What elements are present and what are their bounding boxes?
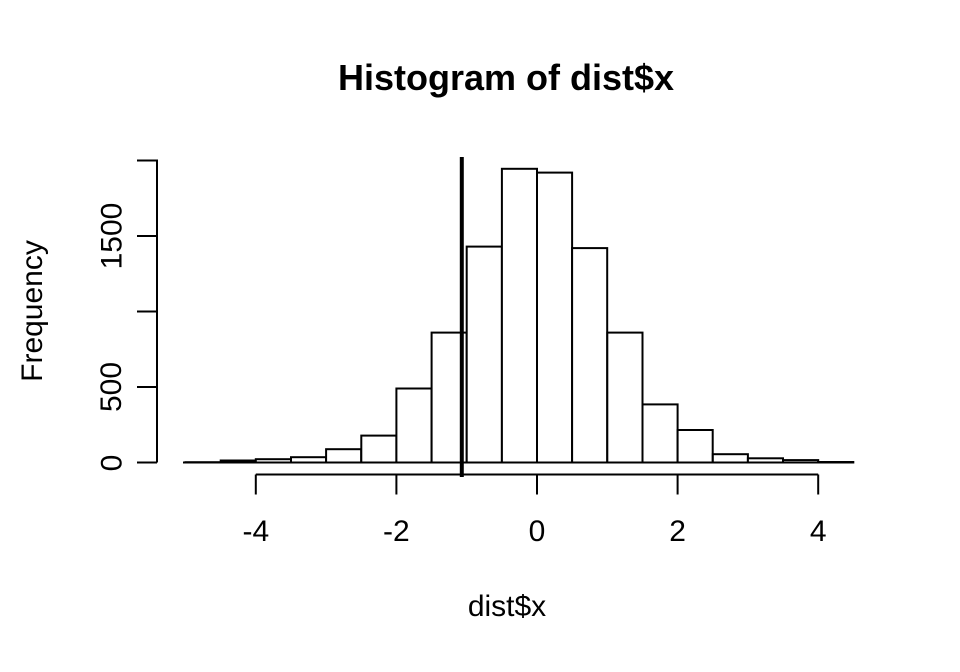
y-tick-label: 500 xyxy=(95,361,129,413)
histogram-bar xyxy=(500,167,538,464)
histogram-bar xyxy=(641,403,679,464)
chart-title: Histogram of dist$x xyxy=(337,57,675,98)
y-axis-label: Frequency xyxy=(15,240,49,382)
x-tick-label: -4 xyxy=(242,515,270,548)
y-tick-label: 1500 xyxy=(94,202,128,270)
histogram-bars-layer xyxy=(184,167,855,464)
histogram-bar xyxy=(395,387,433,464)
histogram-bar xyxy=(325,448,363,464)
x-tick-label: 2 xyxy=(669,515,686,548)
y-tick-label: 0 xyxy=(94,454,128,471)
x-tick-label: -2 xyxy=(383,515,410,548)
histogram-bar xyxy=(536,171,574,464)
x-tick-label: 0 xyxy=(528,515,546,548)
x-axis-label: dist$x xyxy=(467,590,547,623)
histogram-bar xyxy=(606,331,644,464)
histogram-bar xyxy=(711,453,749,464)
histogram-bar xyxy=(676,429,714,464)
histogram-bar xyxy=(360,434,398,464)
histogram-bar xyxy=(465,245,503,464)
x-tick-label: 4 xyxy=(809,515,827,548)
axes-layer xyxy=(137,159,854,495)
histogram-bar xyxy=(571,247,609,464)
